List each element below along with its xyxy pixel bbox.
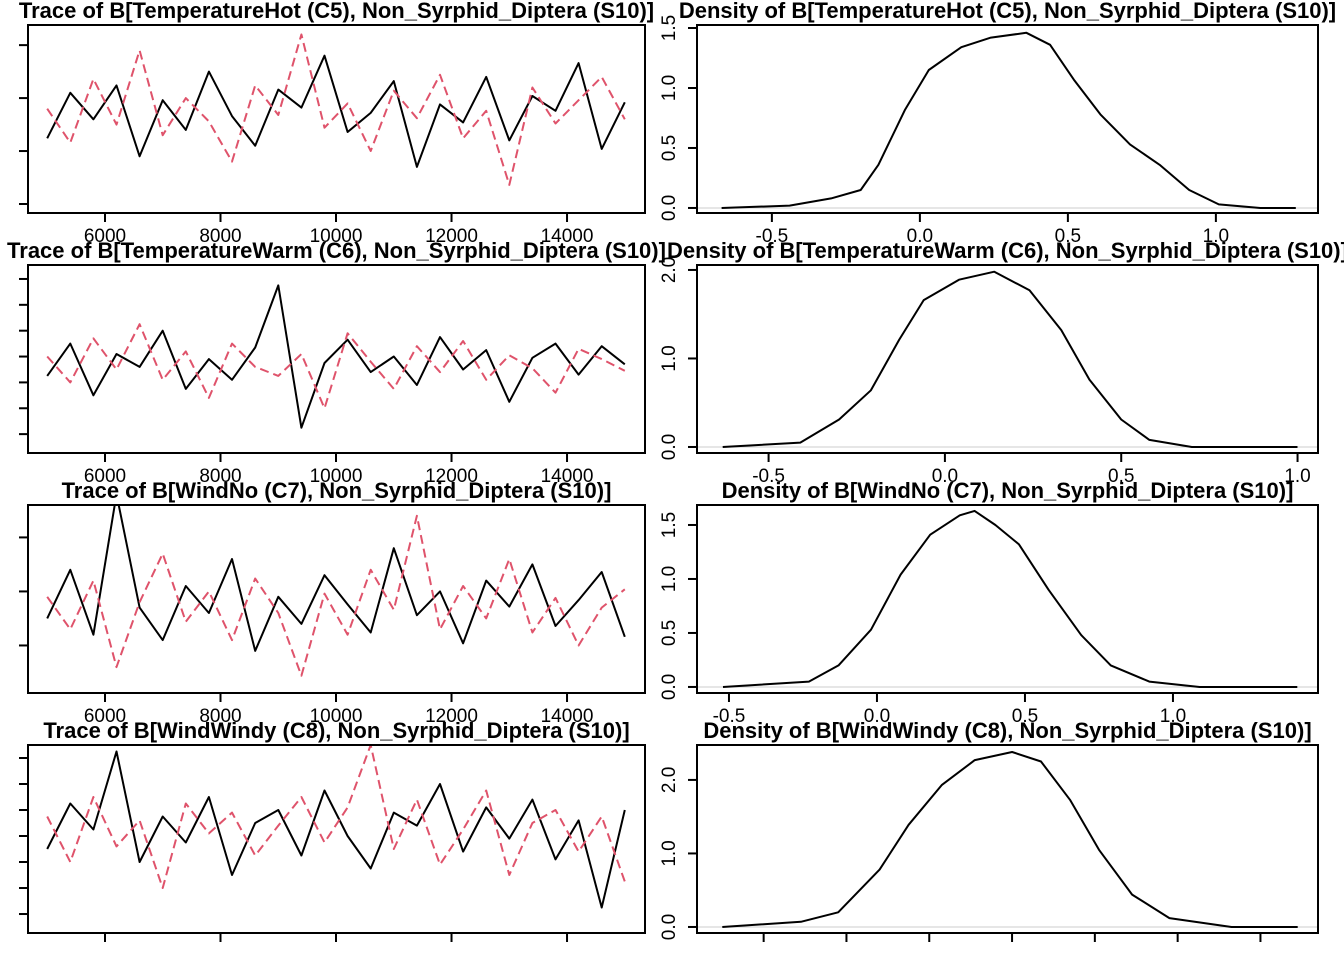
plot-area [722,509,1298,688]
data-line [46,745,626,889]
x-tick-label: 14000 [541,466,594,487]
plot-area [722,751,1298,928]
data-line [721,31,1296,209]
x-tick-label: 8000 [199,226,241,247]
plot-frame [696,744,1319,934]
plot-area [46,745,626,909]
data-line [722,509,1298,688]
data-line [46,323,626,410]
y-tick-label: 0.0 [659,434,680,460]
panel: 6000 8000 10000 12000 14000 [19,264,646,487]
plot-area [46,33,626,186]
plot-area [722,270,1298,448]
plot-area [46,284,626,429]
x-tick-label: 1.0 [1160,706,1186,727]
y-tick-label: 0.0 [659,674,680,700]
x-tick-label: 1.0 [1284,466,1310,487]
x-tick-label: -0.5 [713,706,746,727]
data-line [46,750,626,909]
y-tick-label: 0.5 [659,135,680,161]
chart-title: Density of B[WindNo (C7), Non_Syrphid_Di… [722,478,1294,503]
y-tick-label: 1.5 [659,15,680,41]
plot-area [721,31,1296,209]
y-tick-label: 1.0 [659,345,680,371]
x-tick-label: 6000 [84,466,126,487]
x-tick-label: 14000 [541,226,594,247]
y-tick-label: 0.0 [659,195,680,221]
data-line [722,270,1298,448]
x-tick-label: 10000 [310,706,363,727]
data-line [46,505,626,652]
x-tick-label: 10000 [310,226,363,247]
x-tick-label: 0.0 [932,466,958,487]
plot-area [46,505,626,677]
x-tick-label: 0.0 [907,226,933,247]
chart-title: Density of B[WindWindy (C8), Non_Syrphid… [703,718,1311,743]
panel [19,744,646,942]
chart-title: Trace of B[WindNo (C7), Non_Syrphid_Dipt… [62,478,612,503]
plot-frame [27,504,646,694]
x-tick-label: 0.5 [1012,706,1038,727]
x-tick-label: -0.5 [756,226,789,247]
plot-frame [27,24,646,214]
x-tick-label: 0.5 [1055,226,1081,247]
chart-title: Trace of B[TemperatureWarm (C6), Non_Syr… [7,238,666,263]
x-tick-label: 10000 [310,466,363,487]
x-tick-label: 6000 [84,706,126,727]
x-tick-label: 14000 [541,706,594,727]
panel: 6000 8000 10000 12000 14000 [19,504,646,727]
plot-frame [696,504,1319,694]
data-line [46,514,626,677]
y-tick-label: 1.0 [659,566,680,592]
x-tick-label: -0.5 [752,466,785,487]
data-line [46,54,626,168]
x-tick-label: 6000 [84,226,126,247]
y-tick-label: 2.0 [659,257,680,283]
panel: 6000 8000 10000 12000 14000 [19,24,646,247]
x-tick-label: 8000 [199,706,241,727]
x-tick-label: 0.0 [864,706,890,727]
y-tick-label: 0.0 [659,914,680,940]
x-tick-label: 12000 [425,466,478,487]
x-tick-label: 12000 [425,706,478,727]
y-tick-label: 1.0 [659,75,680,101]
x-tick-label: 1.0 [1203,226,1229,247]
plot-frame [696,24,1319,214]
panel: -0.5 0.0 0.5 1.0 0.0 0.5 1.0 1.5 [659,504,1319,727]
plot-frame [27,264,646,454]
panel: 0.0 1.0 2.0 [659,744,1319,942]
y-tick-label: 1.0 [659,840,680,866]
data-line [46,33,626,186]
chart-title: Trace of B[WindWindy (C8), Non_Syrphid_D… [43,718,629,743]
chart-title: Trace of B[TemperatureHot (C5), Non_Syrp… [19,0,654,23]
y-tick-label: 0.5 [659,620,680,646]
y-tick-label: 2.0 [659,767,680,793]
plot-frame [696,264,1319,454]
chart-title: Density of B[TemperatureHot (C5), Non_Sy… [679,0,1336,23]
x-tick-label: 0.5 [1108,466,1134,487]
panel: -0.5 0.0 0.5 1.0 0.0 1.0 2.0 [659,257,1319,487]
data-line [46,284,626,429]
data-line [722,751,1298,928]
chart-title: Density of B[TemperatureWarm (C6), Non_S… [667,238,1344,263]
x-tick-label: 12000 [425,226,478,247]
panel: -0.5 0.0 0.5 1.0 0.0 0.5 1.0 1.5 [659,15,1319,247]
x-tick-label: 8000 [199,466,241,487]
y-tick-label: 1.5 [659,512,680,538]
